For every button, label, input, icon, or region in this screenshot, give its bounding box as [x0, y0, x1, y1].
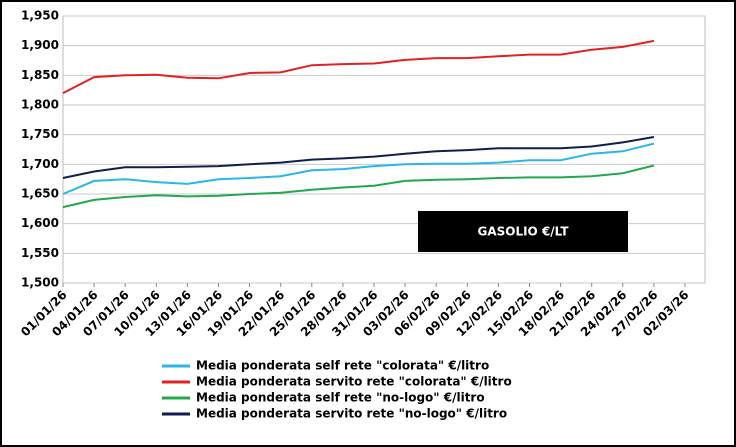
y-tick-label: 1,500 [21, 276, 59, 290]
series-line [62, 39, 655, 94]
annotation: GASOLIO €/LT [477, 225, 569, 239]
y-tick-label: 1,550 [21, 246, 59, 260]
y-tick-label: 1,650 [21, 187, 59, 201]
legend-label: Media ponderata self rete "no-logo" €/li… [196, 391, 485, 405]
annotation-box [418, 211, 628, 252]
series-line [62, 164, 655, 209]
legend-label: Media ponderata servito rete "no-logo" €… [196, 407, 507, 421]
y-tick-label: 1,800 [21, 98, 59, 112]
legend-label: Media ponderata self rete "colorata" €/l… [196, 359, 489, 373]
y-tick-label: 1,700 [21, 157, 59, 171]
y-tick-label: 1,950 [21, 9, 59, 23]
series-line [62, 142, 655, 195]
y-tick-label: 1,900 [21, 38, 59, 52]
y-tick-label: 1,750 [21, 127, 59, 141]
series-line [62, 136, 655, 179]
legend-label: Media ponderata servito rete "colorata" … [196, 375, 512, 389]
y-tick-label: 1,600 [21, 216, 59, 230]
y-tick-label: 1,850 [21, 68, 59, 82]
